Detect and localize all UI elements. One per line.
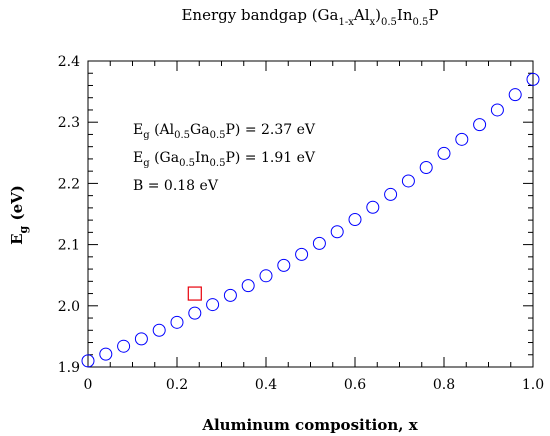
- data-point-circle: [330, 225, 344, 239]
- data-point-square: [187, 286, 202, 301]
- data-point-circle: [455, 132, 469, 146]
- data-point-circle: [508, 88, 522, 102]
- axis-ticks: [87, 60, 534, 368]
- x-tick-label: 0: [84, 377, 93, 393]
- plot-frame: [87, 60, 534, 368]
- x-tick-label: 0.8: [433, 377, 455, 393]
- data-point-circle: [312, 236, 326, 250]
- y-axis-title: Eg (eV): [8, 185, 30, 245]
- annotation-line-3: B = 0.18 eV: [133, 178, 219, 194]
- data-point-circle: [490, 103, 504, 117]
- data-point-circle: [223, 288, 237, 302]
- data-point-circle: [419, 160, 433, 174]
- y-tick-label: 2.1: [58, 238, 80, 254]
- x-tick-label: 0.4: [255, 377, 277, 393]
- x-tick-label: 0.6: [344, 377, 366, 393]
- annotation-line-2: Eg (Ga0.5In0.5P) = 1.91 eV: [133, 150, 316, 169]
- data-point-circle: [259, 269, 273, 283]
- data-point-circle: [348, 213, 362, 227]
- data-point-circle: [437, 146, 451, 160]
- data-markers: [81, 72, 540, 368]
- y-tick-label: 1.9: [58, 360, 80, 376]
- data-point-circle: [401, 174, 415, 188]
- data-point-circle: [277, 258, 291, 272]
- data-point-circle: [99, 347, 113, 361]
- annotation-line-1: Eg (Al0.5Ga0.5P) = 2.37 eV: [133, 122, 316, 141]
- data-point-circle: [366, 200, 380, 214]
- data-point-circle: [206, 298, 220, 312]
- y-tick-label: 2.3: [58, 115, 80, 131]
- data-point-circle: [117, 339, 131, 353]
- data-point-circle: [526, 72, 540, 86]
- y-tick-label: 2.0: [58, 299, 80, 315]
- x-tick-label: 0.2: [166, 377, 188, 393]
- annotation-block: Eg (Al0.5Ga0.5P) = 2.37 eV Eg (Ga0.5In0.…: [133, 122, 316, 194]
- data-point-circle: [152, 323, 166, 337]
- data-point-circle: [473, 118, 487, 132]
- data-point-circle: [134, 332, 148, 346]
- x-tick-label: 1.0: [522, 377, 544, 393]
- axis-tick-labels: 0 0.2 0.4 0.6 0.8 1.0 1.9 2.0 2.1 2.2 2.3 2.4: [58, 54, 544, 393]
- data-point-circle: [81, 354, 95, 368]
- data-point-circle: [295, 247, 309, 261]
- chart-title: Energy bandgap (Ga1-xAlx)0.5In0.5P: [181, 6, 438, 28]
- x-axis-title: Aluminum composition, x: [201, 416, 418, 434]
- y-tick-label: 2.2: [58, 176, 80, 192]
- data-point-circle: [188, 306, 202, 320]
- data-point-circle: [241, 279, 255, 293]
- y-tick-label: 2.4: [58, 54, 80, 70]
- data-point-circle: [384, 187, 398, 201]
- data-point-circle: [170, 315, 184, 329]
